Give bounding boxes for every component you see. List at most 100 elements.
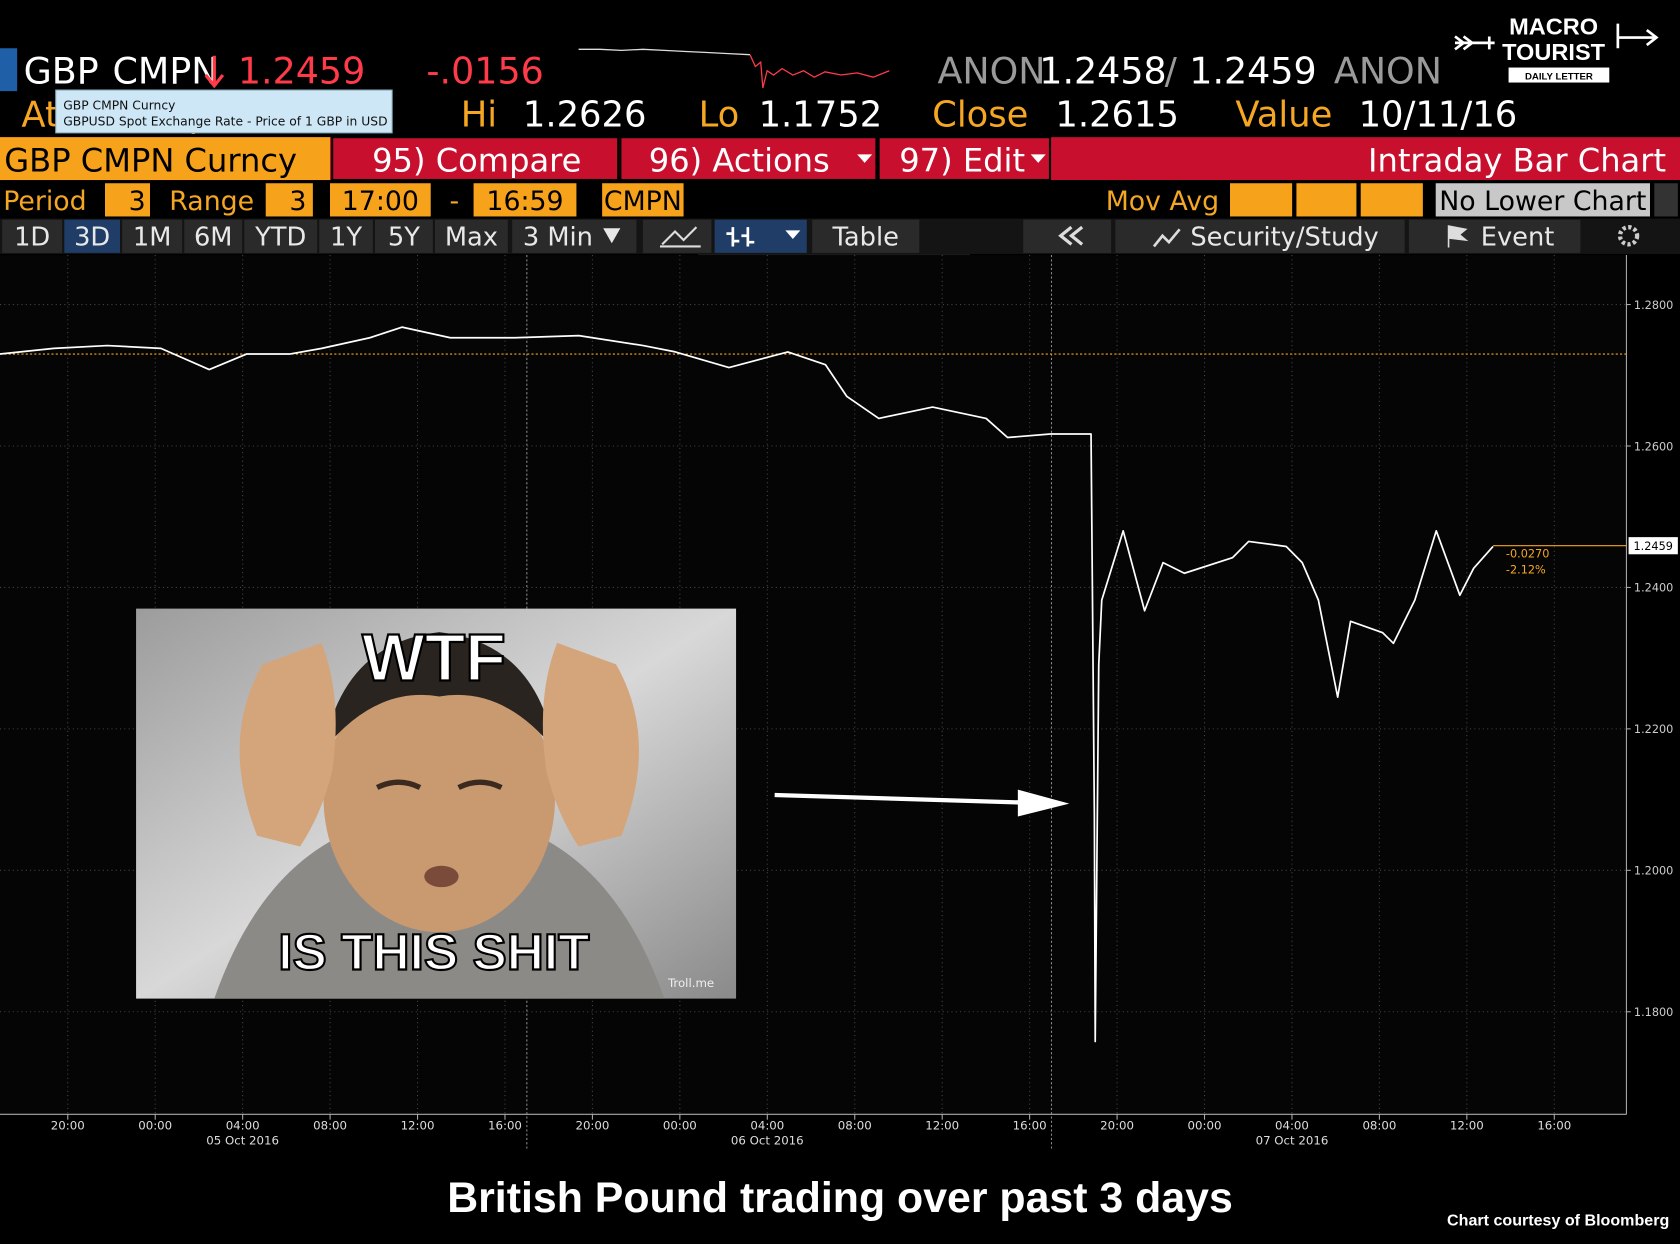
y-tick-label: 1.2600 <box>1634 440 1673 453</box>
bar-arrow <box>785 230 801 239</box>
menu-item: 97) Edit <box>899 141 1025 179</box>
meme-eyes <box>375 779 503 790</box>
logo-arrow-right <box>1616 23 1659 49</box>
range-button[interactable] <box>122 219 183 253</box>
menu-item: 95) Compare <box>372 141 581 179</box>
meme-top: WTF <box>362 621 506 695</box>
range-field[interactable] <box>265 183 313 217</box>
bar-icon <box>726 227 755 247</box>
x-tick-label: 00:00 <box>138 1118 172 1132</box>
logo: MACRO TOURIST DAILY LETTER <box>1454 13 1659 83</box>
lower-chart-field[interactable] <box>1435 183 1650 217</box>
menu-button[interactable] <box>619 136 878 182</box>
menu-button[interactable] <box>331 136 620 182</box>
event-icon <box>1447 225 1469 248</box>
x-tick-label: 12:00 <box>925 1118 959 1132</box>
high-label: Hi <box>461 94 497 135</box>
range-dash: - <box>449 186 459 217</box>
range-button[interactable] <box>2 219 63 253</box>
range-button[interactable] <box>375 219 433 253</box>
x-tick-label: 16:00 <box>488 1118 522 1132</box>
range-button[interactable] <box>184 219 243 253</box>
menu-button[interactable] <box>877 136 1052 182</box>
ask: 1.2459 <box>1189 50 1316 93</box>
event-button[interactable] <box>1408 219 1581 253</box>
x-tick-label: 00:00 <box>663 1118 697 1132</box>
meme-hand-right <box>542 642 639 847</box>
start-field[interactable] <box>330 183 431 217</box>
last-price-label: 1.2459 <box>1634 540 1673 553</box>
value-label: Value <box>1235 94 1332 135</box>
close-label: Close <box>932 94 1028 135</box>
meme-hair <box>323 632 555 751</box>
last-price-tag <box>1628 537 1678 555</box>
mov-avg-field[interactable] <box>1230 183 1293 217</box>
meme-mouth <box>424 865 459 888</box>
range-button[interactable] <box>64 219 120 253</box>
security-name: GBP CMPN Curncy <box>4 141 297 179</box>
low-label: Lo <box>699 94 740 135</box>
x-tick-label: 20:00 <box>575 1118 609 1132</box>
range-buttons: 1D 3D 1M 6M YTD 1Y 5Y Max <box>2 219 508 253</box>
ask-source: ANON <box>1334 50 1442 93</box>
meme-bottom: IS THIS SHIT <box>278 923 589 981</box>
collapse-button[interactable] <box>1023 219 1112 253</box>
range-label: 5Y <box>388 222 420 252</box>
at-label: At <box>21 94 59 135</box>
value-date: 10/11/16 <box>1359 94 1518 135</box>
x-date-label: 07 Oct 2016 <box>1256 1133 1329 1147</box>
range-button[interactable] <box>244 219 318 253</box>
tooltip <box>55 89 393 134</box>
x-tick-label: 08:00 <box>313 1118 347 1132</box>
tooltip-title: GBP CMPN Curncy <box>63 98 175 112</box>
range-label: Range <box>169 186 254 217</box>
mov-avg-field[interactable] <box>1360 183 1423 217</box>
collapse-icon <box>1058 225 1084 246</box>
mov-avg-field[interactable] <box>1296 183 1357 217</box>
line-icon <box>660 226 701 248</box>
end-field[interactable] <box>473 183 577 217</box>
x-tick-label: 16:00 <box>1537 1118 1571 1132</box>
ticker: GBP <box>24 50 99 93</box>
x-tick-label: 12:00 <box>401 1118 435 1132</box>
y-axis-area <box>1626 255 1680 1115</box>
low: 1.1752 <box>759 94 883 135</box>
credit: Chart courtesy of Bloomberg <box>1447 1212 1669 1230</box>
last-change: -0.0270 <box>1506 547 1549 560</box>
period-field[interactable] <box>105 183 150 217</box>
separator: / <box>1165 50 1178 93</box>
net-change: -.0156 <box>426 50 543 93</box>
range-label: Max <box>445 222 498 252</box>
line-chart-button[interactable] <box>642 219 712 253</box>
focus-marker <box>0 48 18 92</box>
period: 3 <box>129 186 146 217</box>
logo-tagline: DAILY LETTER <box>1525 71 1593 82</box>
study-icon <box>1152 228 1181 248</box>
range-label: 6M <box>194 222 233 252</box>
interval: 3 Min <box>523 222 593 252</box>
start-time: 17:00 <box>342 186 419 217</box>
table-button[interactable] <box>812 219 920 253</box>
x-tick-label: 00:00 <box>1188 1118 1222 1132</box>
x-date-label: 05 Oct 2016 <box>206 1133 279 1147</box>
x-tick-label: 04:00 <box>1275 1118 1309 1132</box>
range-button[interactable] <box>319 219 373 253</box>
mov-avg-label: Mov Avg <box>1106 186 1219 217</box>
bid-source: ANON <box>938 50 1046 93</box>
range-label: 1M <box>133 222 172 252</box>
lower-chart-dropdown[interactable] <box>1654 183 1678 217</box>
range-button[interactable] <box>435 219 508 253</box>
tooltip-description: GBPUSD Spot Exchange Rate - Price of 1 G… <box>63 114 387 128</box>
settings-icon[interactable] <box>1617 225 1640 247</box>
security-field[interactable] <box>0 137 330 181</box>
x-date-label: 06 Oct 2016 <box>731 1133 804 1147</box>
logo-arrow-left <box>1454 35 1495 51</box>
source-field[interactable] <box>602 183 684 217</box>
y-tick-label: 1.2800 <box>1634 299 1673 312</box>
bid: 1.2458 <box>1039 50 1166 93</box>
meme-hand-left <box>239 642 336 847</box>
meme-watermark: Troll.me <box>667 976 714 990</box>
annotation-arrow <box>774 792 1024 805</box>
study: Security/Study <box>1190 222 1378 252</box>
